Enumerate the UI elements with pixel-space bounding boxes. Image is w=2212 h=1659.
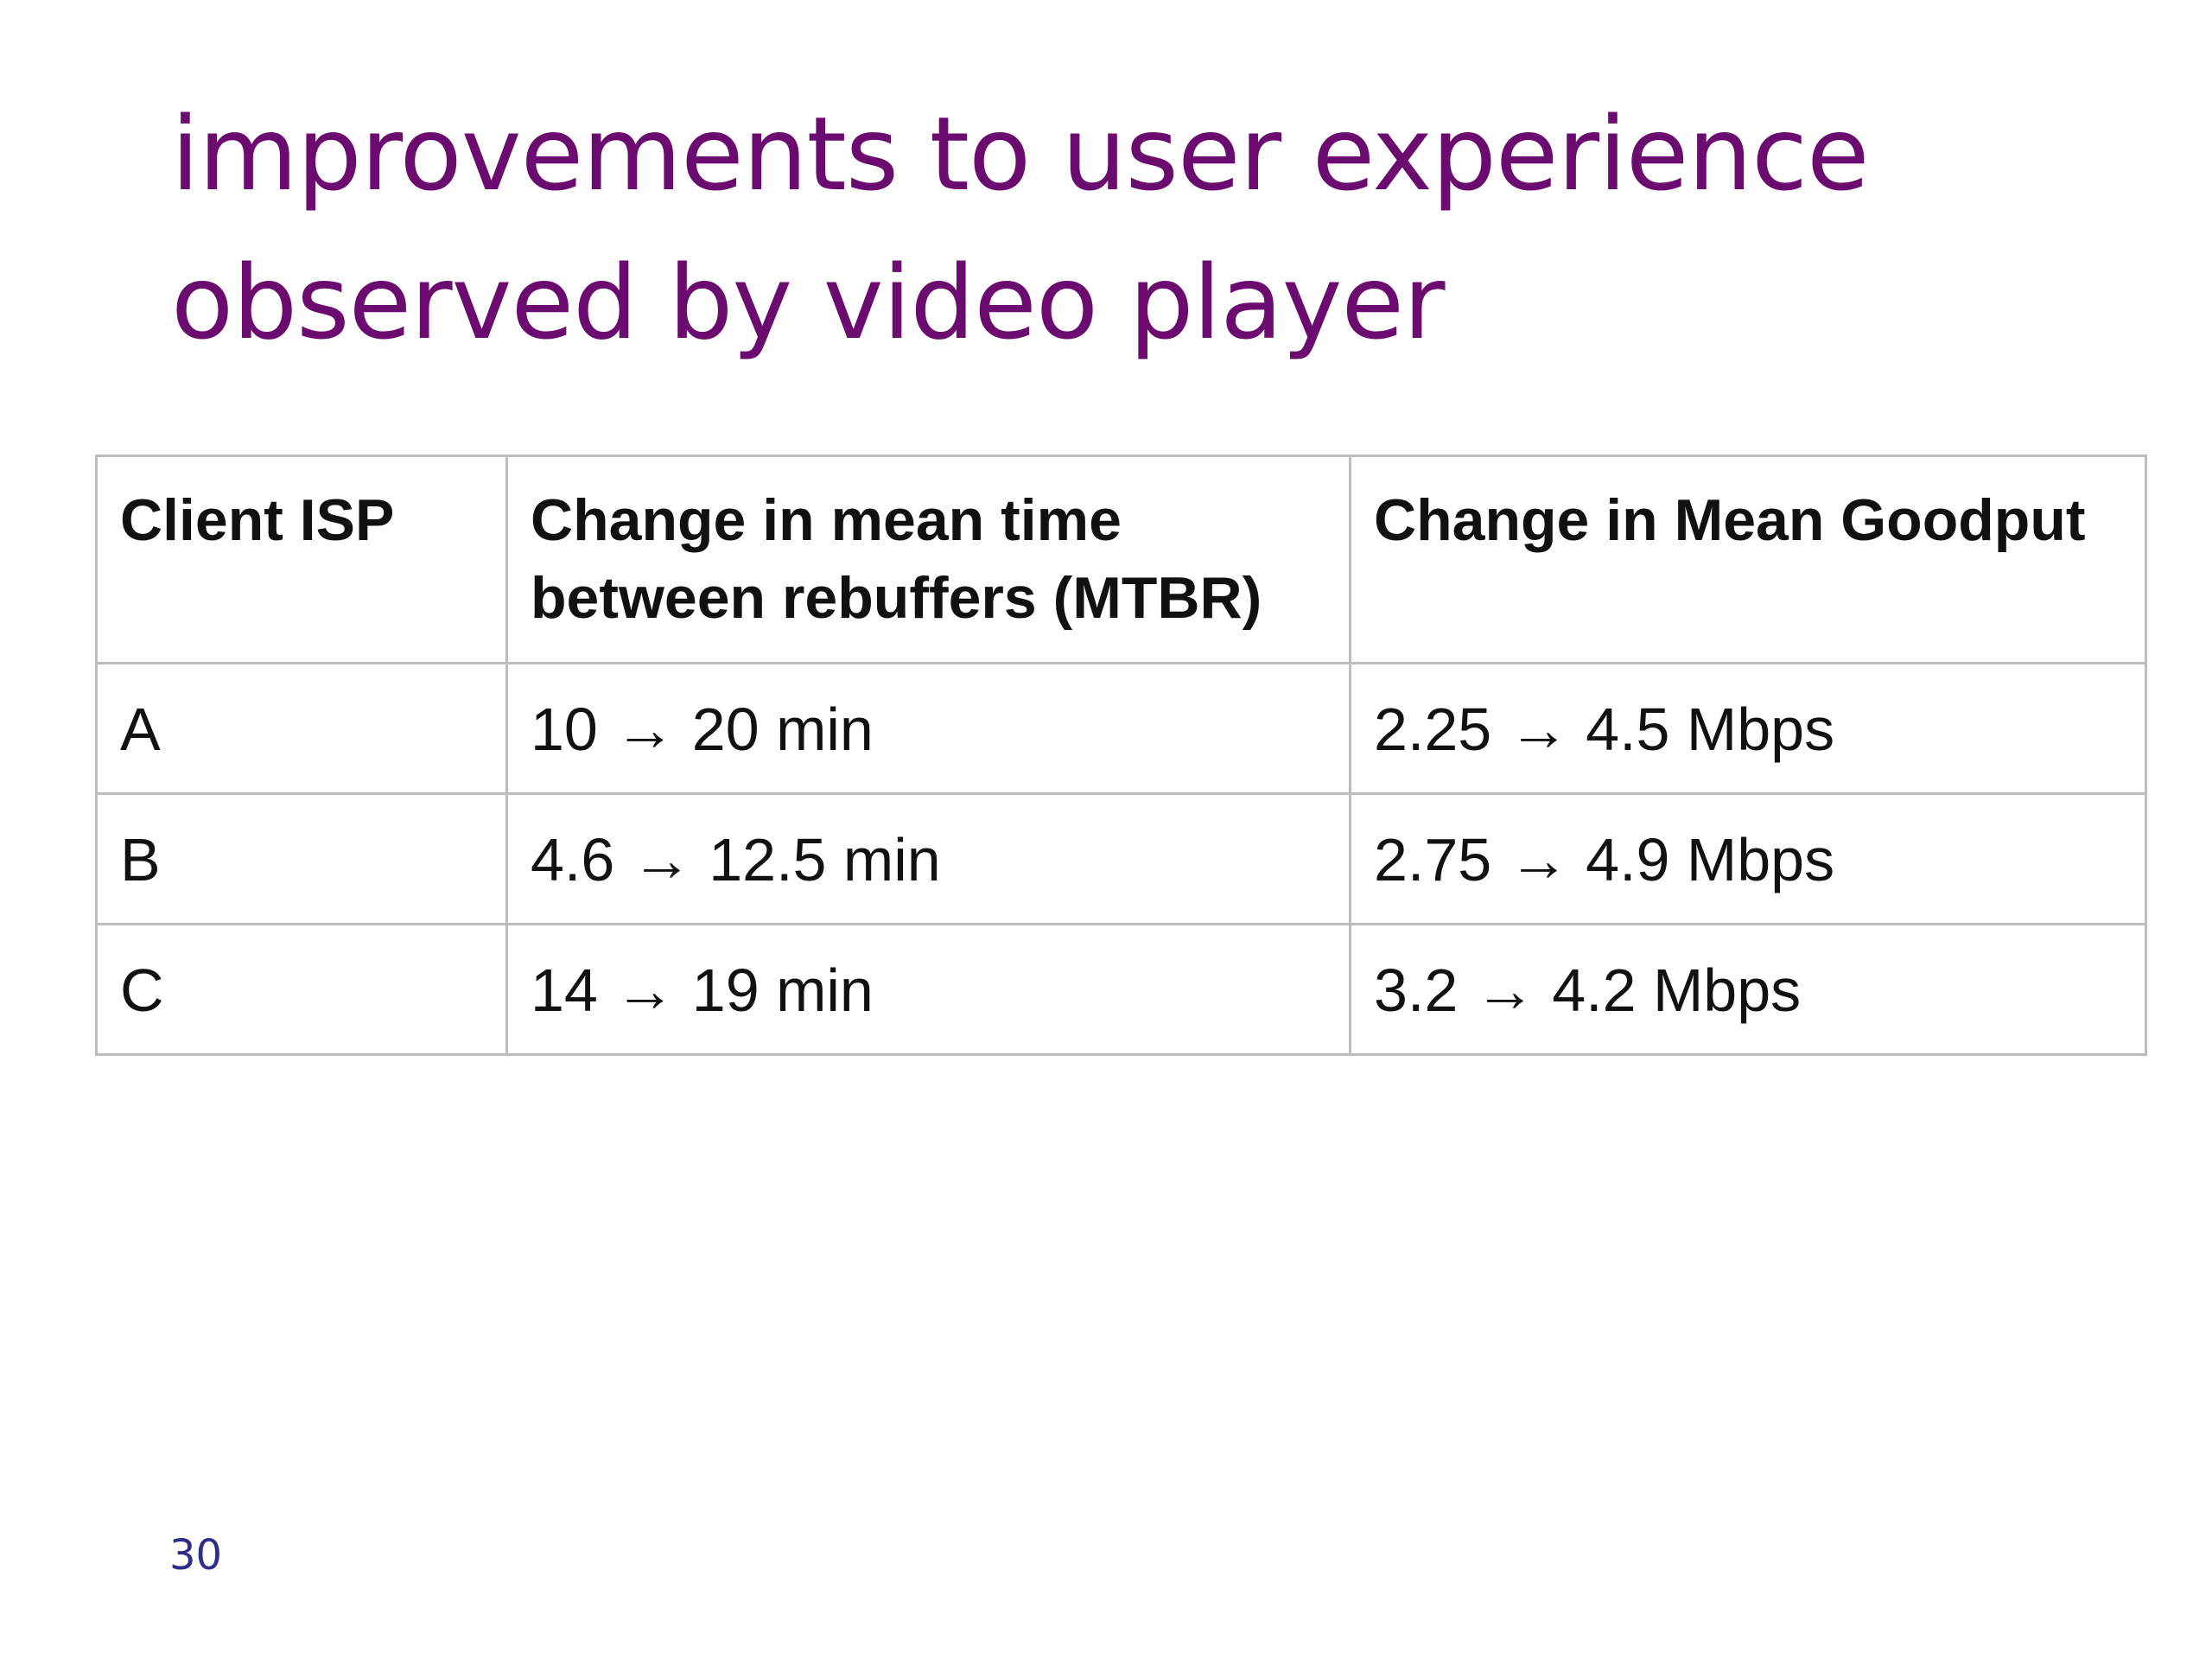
header-client-isp: Client ISP	[95, 454, 508, 664]
cell-mtbr-change: 14 → 19 min	[505, 923, 1351, 1056]
header-mtbr-change: Change in mean time between rebuffers (M…	[505, 454, 1351, 664]
cell-goodput-change: 3.2 → 4.2 Mbps	[1349, 923, 2147, 1056]
table-header-row: Client ISP Change in mean time between r…	[95, 454, 2147, 664]
cell-goodput-change: 2.75 → 4.9 Mbps	[1349, 792, 2147, 925]
page-number: 30	[169, 1531, 223, 1580]
slide-title: improvements to user experience observed…	[171, 79, 2072, 377]
table-row: A 10 → 20 min 2.25 → 4.5 Mbps	[95, 662, 2147, 795]
cell-mtbr-change: 10 → 20 min	[505, 662, 1351, 795]
cell-mtbr-change: 4.6 → 12.5 min	[505, 792, 1351, 925]
cell-client-isp: A	[95, 662, 508, 795]
cell-client-isp: C	[95, 923, 508, 1056]
table-row: C 14 → 19 min 3.2 → 4.2 Mbps	[95, 923, 2147, 1056]
cell-client-isp: B	[95, 792, 508, 925]
results-table: Client ISP Change in mean time between r…	[95, 454, 2147, 1056]
table-row: B 4.6 → 12.5 min 2.75 → 4.9 Mbps	[95, 792, 2147, 925]
slide-title-line-1: improvements to user experience	[171, 94, 1870, 213]
cell-goodput-change: 2.25 → 4.5 Mbps	[1349, 662, 2147, 795]
slide-title-line-2: observed by video player	[171, 243, 1446, 362]
header-goodput-change: Change in Mean Goodput	[1349, 454, 2147, 664]
